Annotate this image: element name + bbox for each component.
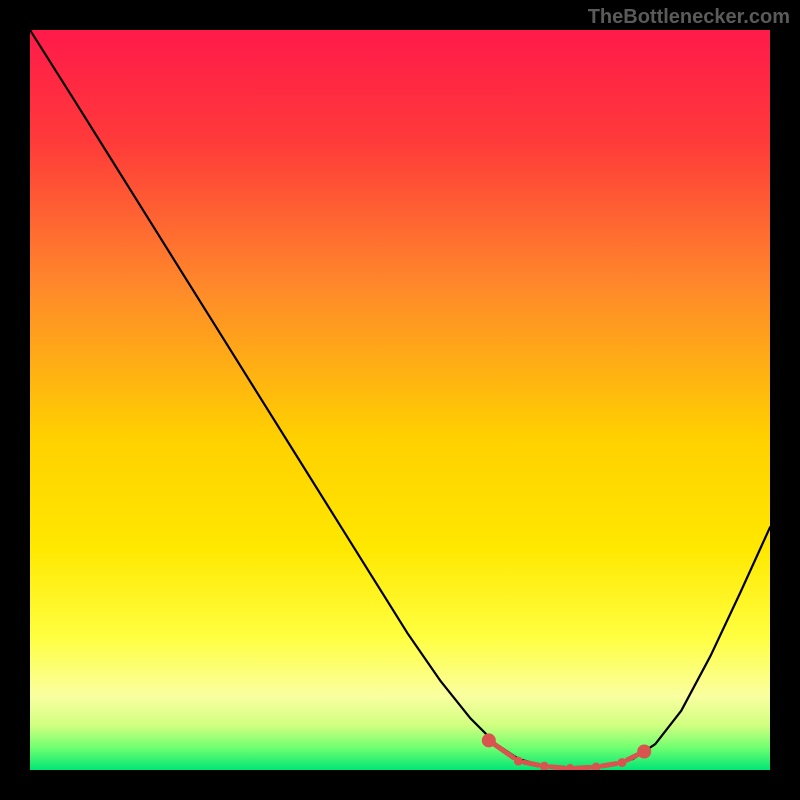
marker-dot bbox=[618, 758, 627, 767]
marker-dot bbox=[514, 757, 523, 766]
marker-dot bbox=[637, 745, 651, 759]
marker-segment bbox=[524, 762, 538, 765]
marker-segment bbox=[550, 767, 564, 768]
watermark-text: TheBottlenecker.com bbox=[588, 6, 790, 29]
marker-segment bbox=[576, 767, 590, 768]
chart-svg bbox=[30, 30, 770, 770]
bottleneck-chart bbox=[30, 30, 770, 770]
marker-segment bbox=[602, 764, 616, 766]
marker-dot bbox=[482, 733, 496, 747]
gradient-background bbox=[30, 30, 770, 770]
